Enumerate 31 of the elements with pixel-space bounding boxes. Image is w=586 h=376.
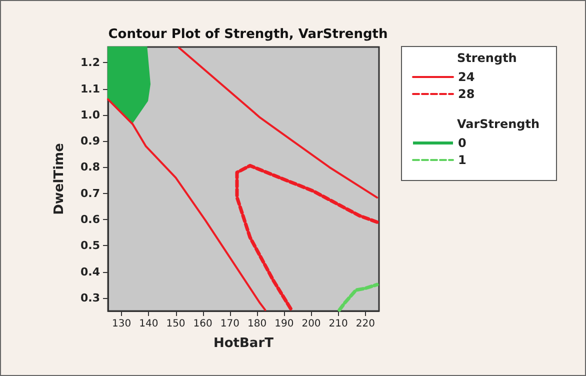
x-tick-label: 220	[356, 318, 375, 330]
y-tick-label: 0.6	[80, 213, 100, 226]
y-tick-label: 0.7	[80, 186, 100, 200]
y-tick-label: 1.0	[80, 108, 100, 122]
x-tick-label: 200	[302, 318, 321, 330]
line-series	[338, 282, 379, 312]
legend-label: 28	[458, 87, 475, 101]
legend-label: 24	[458, 70, 475, 84]
y-tick-label: 0.5	[80, 239, 100, 252]
x-tick-label: 140	[139, 318, 158, 330]
y-axis-title: DwelTime	[52, 142, 67, 215]
y-tick-label: 0.9	[80, 134, 100, 148]
x-tick-label: 180	[248, 318, 267, 330]
x-tick-label: 130	[112, 318, 132, 330]
x-tick-label: 170	[220, 318, 240, 330]
x-axis-title: HotBarT	[214, 336, 274, 351]
y-tick-label: 0.4	[80, 265, 100, 278]
x-tick-label: 210	[328, 318, 348, 330]
chart-title: Contour Plot of Strength, VarStrength	[108, 27, 388, 42]
y-tick-label: 0.8	[80, 160, 100, 174]
text: VarStrength	[457, 117, 540, 131]
legend-label: 0	[458, 136, 466, 150]
legend-label: 1	[458, 153, 466, 167]
x-tick-label: 190	[274, 318, 294, 330]
x-tick-label: 150	[166, 318, 186, 330]
y-tick-label: 1.2	[80, 56, 100, 70]
x-tick-label: 160	[193, 318, 212, 330]
y-tick-label: 1.1	[80, 82, 100, 96]
line-series	[235, 164, 379, 312]
text: Strength	[457, 51, 517, 65]
y-tick-label: 0.3	[80, 291, 100, 304]
